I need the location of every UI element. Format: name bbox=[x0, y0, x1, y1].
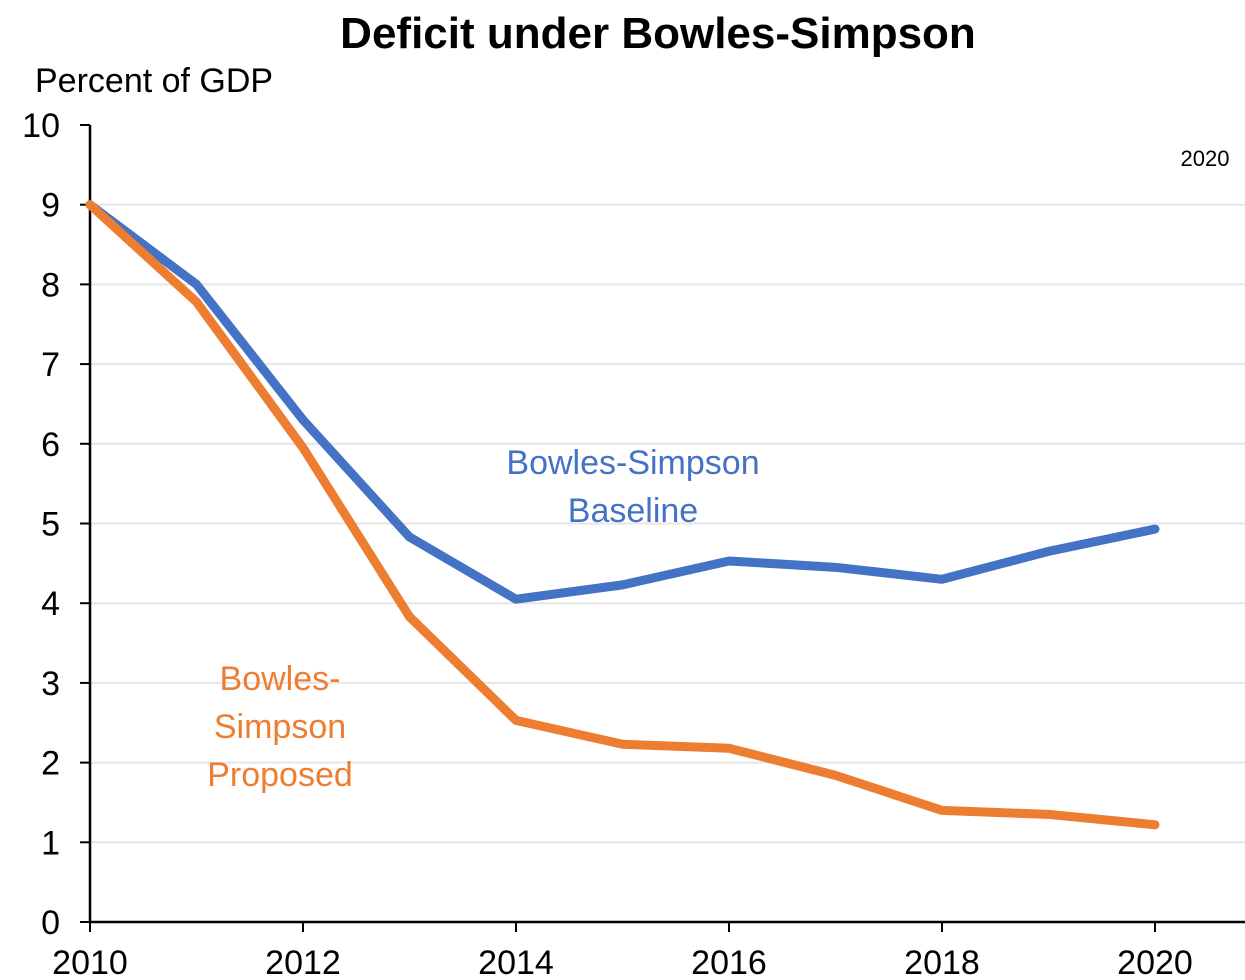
series-label-line: Bowles- bbox=[220, 660, 341, 698]
x-tick-label: 2014 bbox=[478, 944, 554, 980]
x-tick-labels: 2010 2012 2014 2016 2018 2020 bbox=[52, 944, 1193, 980]
annotation-2020: 2020 bbox=[1181, 146, 1230, 171]
series-label-line: Proposed bbox=[207, 756, 353, 794]
y-tick-label: 8 bbox=[41, 266, 60, 304]
y-axis-label: Percent of GDP bbox=[35, 62, 273, 100]
series-line-proposed bbox=[85, 200, 1160, 830]
x-tick-label: 2020 bbox=[1117, 944, 1193, 980]
series-label-baseline: Bowles-Simpson Baseline bbox=[506, 444, 759, 530]
y-tick-labels: 0 1 2 3 4 5 6 7 8 9 10 bbox=[22, 107, 60, 942]
series-line-baseline bbox=[85, 200, 1160, 604]
y-tick-label: 7 bbox=[41, 346, 60, 384]
series-label-line: Simpson bbox=[214, 708, 346, 746]
series-label-line: Bowles-Simpson bbox=[506, 444, 759, 482]
y-tick-label: 0 bbox=[41, 904, 60, 942]
y-tick-label: 2 bbox=[41, 745, 60, 783]
y-tick-label: 6 bbox=[41, 426, 60, 464]
y-tick-label: 4 bbox=[41, 585, 60, 623]
series-lines bbox=[85, 200, 1160, 830]
chart-title: Deficit under Bowles-Simpson bbox=[340, 9, 976, 58]
x-tick-label: 2012 bbox=[265, 944, 341, 980]
x-tick-label: 2016 bbox=[691, 944, 767, 980]
x-tick-label: 2010 bbox=[52, 944, 128, 980]
x-tick-label: 2018 bbox=[904, 944, 980, 980]
y-tick-label: 3 bbox=[41, 665, 60, 703]
y-tick-label: 5 bbox=[41, 506, 60, 544]
y-tick-label: 10 bbox=[22, 107, 60, 145]
axes bbox=[80, 124, 1245, 932]
gridlines bbox=[90, 203, 1245, 844]
series-label-proposed: Bowles- Simpson Proposed bbox=[207, 660, 353, 794]
y-tick-label: 1 bbox=[41, 824, 60, 862]
y-tick-label: 9 bbox=[41, 187, 60, 225]
series-label-line: Baseline bbox=[568, 492, 698, 530]
